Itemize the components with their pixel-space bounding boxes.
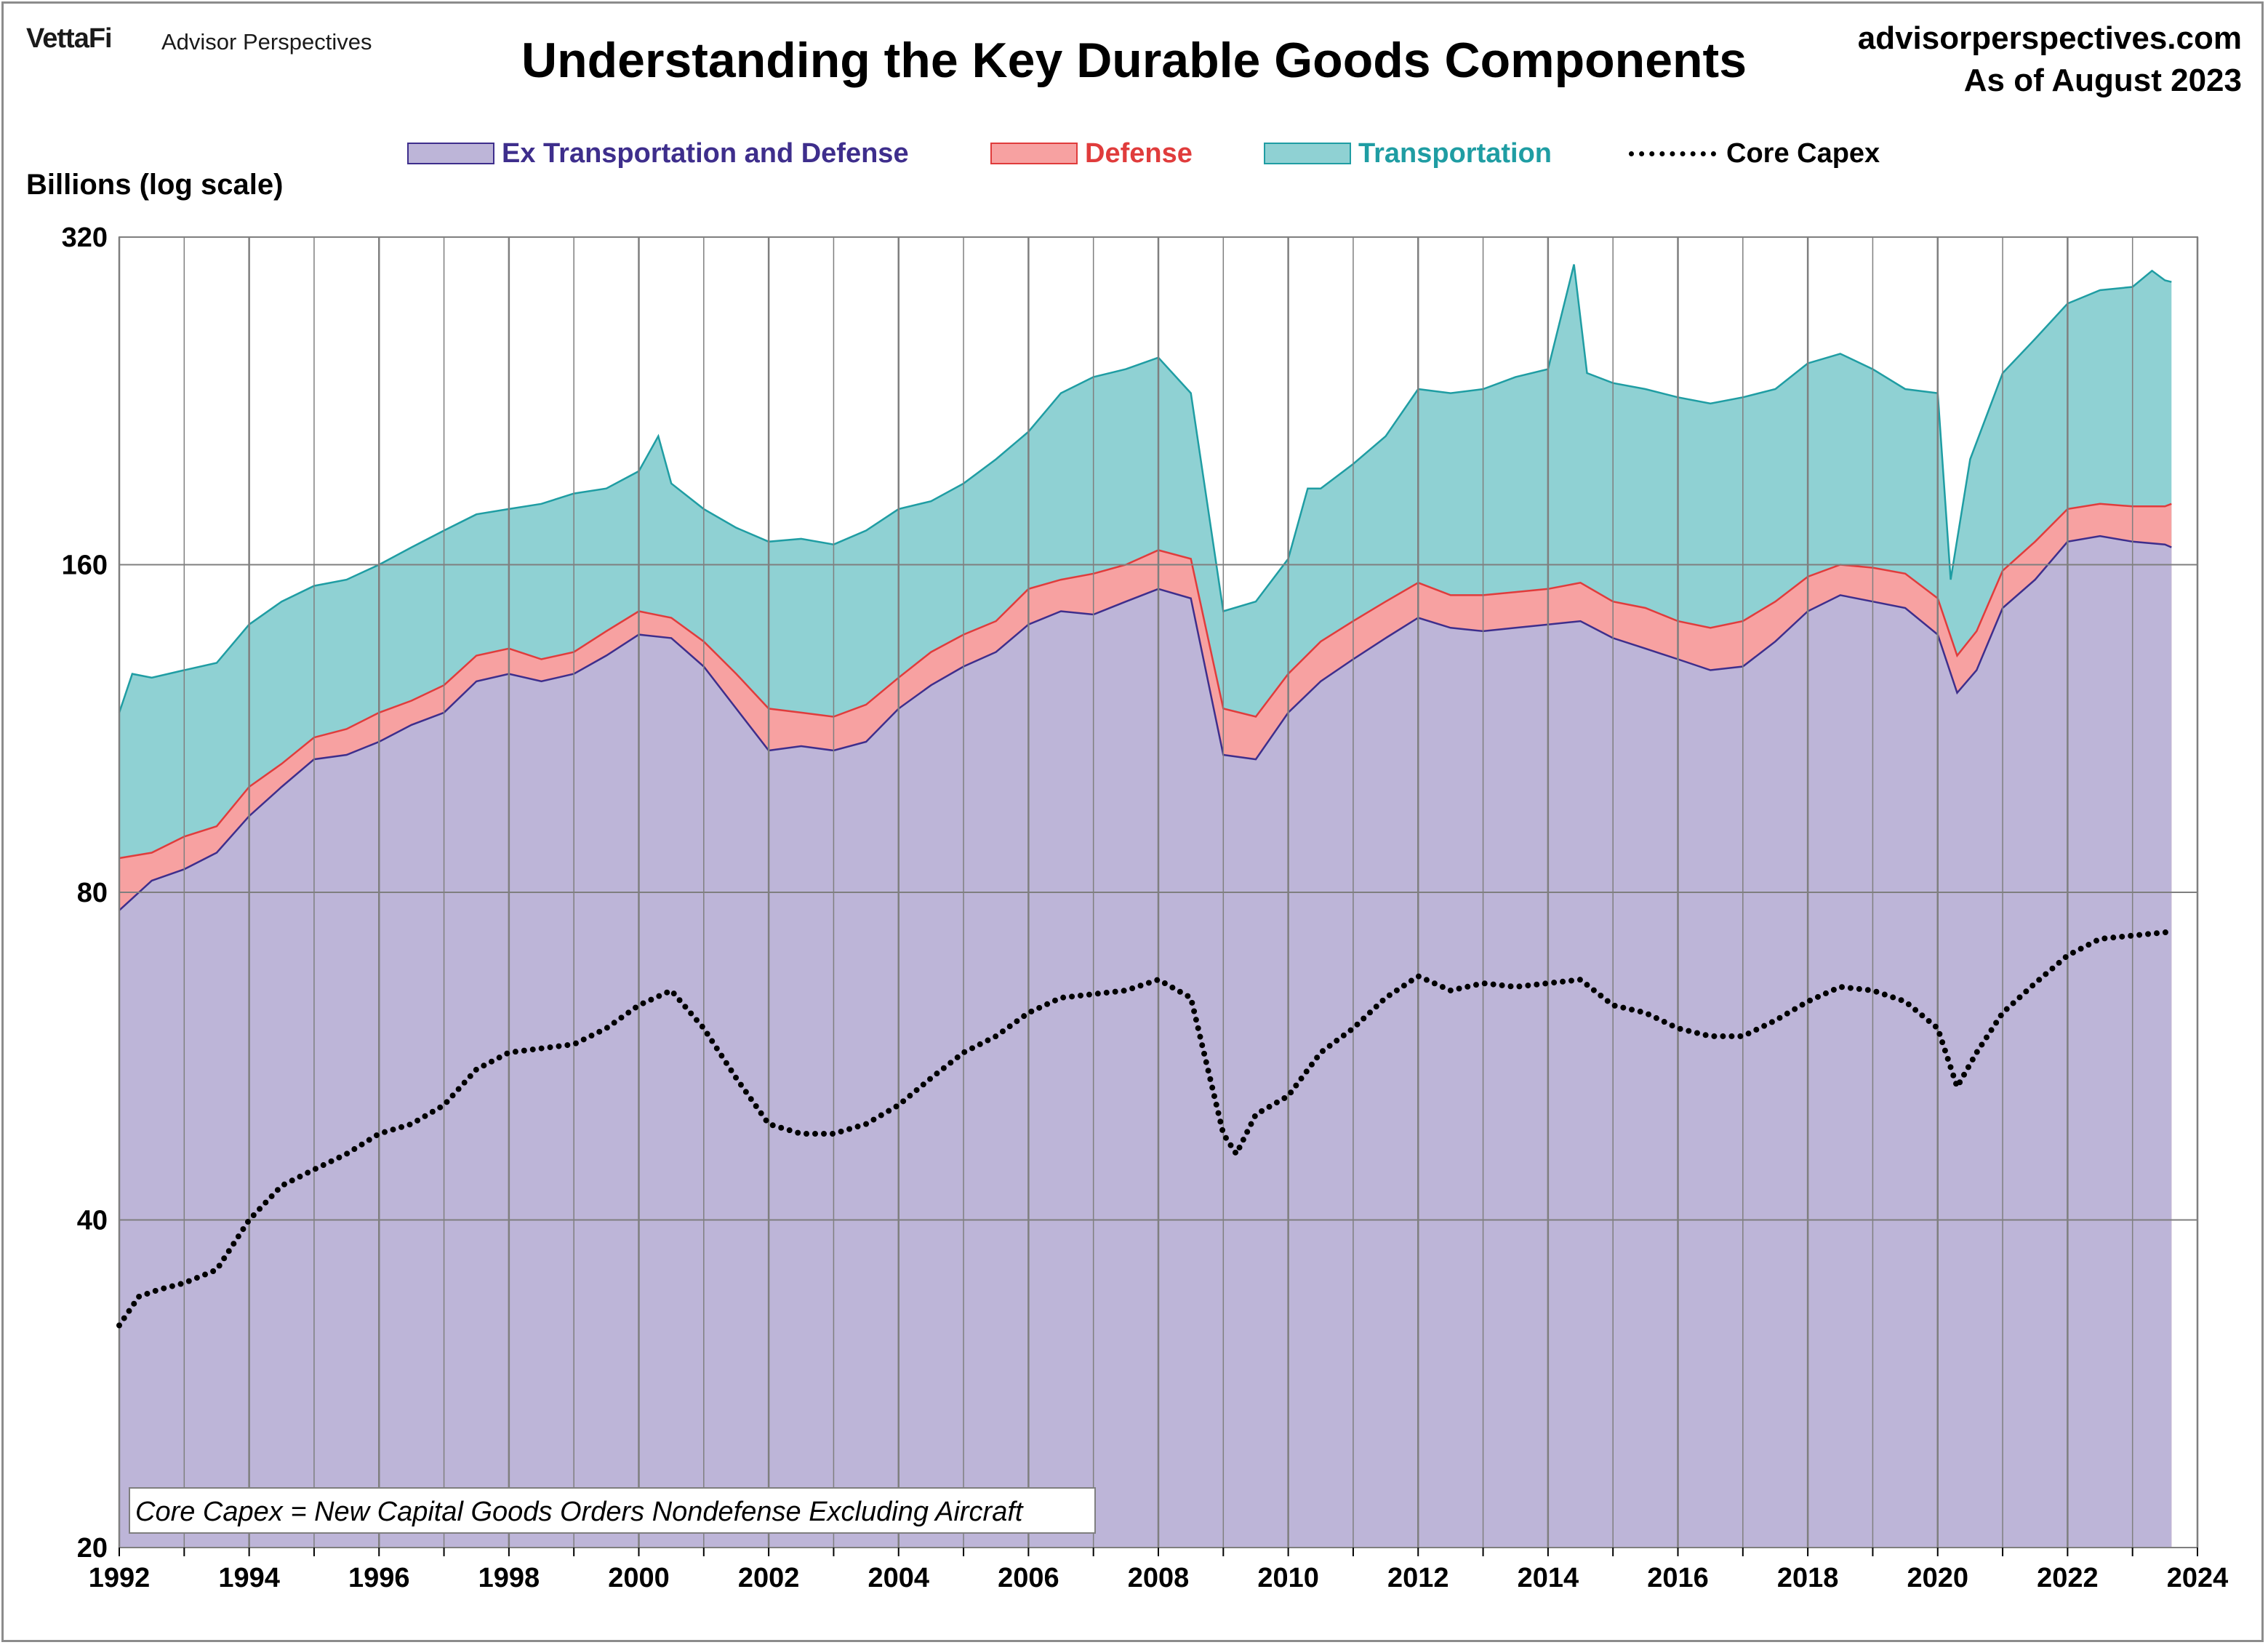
x-tick-label: 2014 bbox=[1518, 1563, 1579, 1593]
as-of-date: As of August 2023 bbox=[1963, 63, 2242, 98]
x-tick-label: 1998 bbox=[478, 1563, 540, 1593]
legend-swatch-defense bbox=[990, 143, 1078, 164]
x-tick-label: 1992 bbox=[89, 1563, 151, 1593]
annotation-box bbox=[129, 1487, 1096, 1534]
x-tick-label: 2012 bbox=[1387, 1563, 1449, 1593]
line-defense bbox=[119, 503, 2172, 860]
legend-label-defense: Defense bbox=[1085, 137, 1193, 169]
line-ex bbox=[119, 535, 2172, 911]
legend-item-transport: Transportation bbox=[1264, 135, 1552, 172]
x-tick-label: 2010 bbox=[1257, 1563, 1319, 1593]
x-tick-label: 2002 bbox=[738, 1563, 800, 1593]
annotation-text: Core Capex = New Capital Goods Orders No… bbox=[135, 1497, 1024, 1527]
x-tick-label: 2020 bbox=[1907, 1563, 1968, 1593]
x-tick-label: 2022 bbox=[2037, 1563, 2099, 1593]
x-tick-label: 2018 bbox=[1777, 1563, 1839, 1593]
x-tick-label: 2016 bbox=[1647, 1563, 1709, 1593]
chart-title: Understanding the Key Durable Goods Comp… bbox=[521, 33, 1747, 88]
legend-swatch-ex bbox=[407, 143, 494, 164]
y-tick-label: 320 bbox=[62, 223, 108, 253]
x-tick-label: 2008 bbox=[1128, 1563, 1190, 1593]
x-tick-label: 2024 bbox=[2167, 1563, 2229, 1593]
x-tick-label: 2006 bbox=[998, 1563, 1059, 1593]
x-tick-label: 1994 bbox=[218, 1563, 280, 1593]
brand-subtitle: Advisor Perspectives bbox=[161, 29, 372, 55]
brand-logo: VettaFi bbox=[26, 23, 113, 54]
legend-swatch-transport bbox=[1264, 143, 1351, 164]
y-tick-label: 40 bbox=[77, 1206, 108, 1236]
x-tick-label: 1996 bbox=[348, 1563, 410, 1593]
source-block: advisorperspectives.com As of August 202… bbox=[1858, 17, 2242, 102]
legend-swatch-core bbox=[1629, 151, 1716, 156]
legend-item-defense: Defense bbox=[990, 135, 1193, 172]
y-tick-label: 20 bbox=[77, 1533, 108, 1564]
line-transport bbox=[118, 264, 2172, 713]
x-tick-label: 2000 bbox=[608, 1563, 670, 1593]
legend-label-transport: Transportation bbox=[1358, 137, 1552, 169]
source-site: advisorperspectives.com bbox=[1857, 20, 2242, 56]
y-axis-label: Billions (log scale) bbox=[26, 169, 284, 201]
y-tick-label: 80 bbox=[77, 878, 108, 908]
x-tick-label: 2004 bbox=[867, 1563, 929, 1593]
area-ex bbox=[119, 536, 2172, 1548]
line-core-capex bbox=[116, 929, 2175, 1329]
y-tick-label: 160 bbox=[62, 551, 108, 581]
legend-label-ex: Ex Transportation and Defense bbox=[502, 137, 909, 169]
legend-label-core: Core Capex bbox=[1726, 137, 1880, 169]
legend-item-core: Core Capex bbox=[1629, 135, 1880, 172]
legend-item-ex: Ex Transportation and Defense bbox=[407, 135, 909, 172]
